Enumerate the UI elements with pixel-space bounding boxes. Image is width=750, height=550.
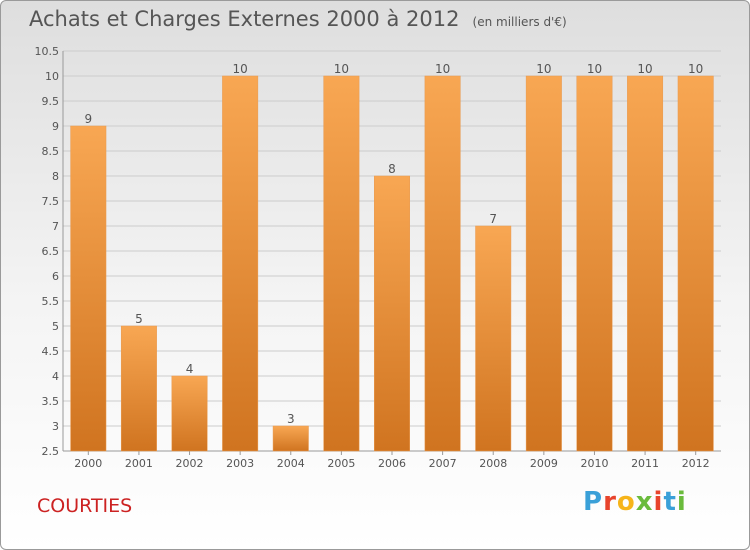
y-tick-label: 3 xyxy=(52,420,59,433)
y-tick-label: 5.5 xyxy=(42,295,60,308)
data-label: 8 xyxy=(388,162,396,176)
y-tick-label: 8 xyxy=(52,170,59,183)
data-label: 10 xyxy=(688,62,703,76)
logo-letter: i xyxy=(676,487,687,517)
x-tick-label: 2008 xyxy=(479,457,507,470)
x-tick-label: 2001 xyxy=(125,457,153,470)
y-tick-label: 7 xyxy=(52,220,59,233)
bar xyxy=(323,75,360,452)
x-tick-label: 2012 xyxy=(682,457,710,470)
bar xyxy=(576,75,613,452)
data-label: 10 xyxy=(233,62,248,76)
x-tick-label: 2010 xyxy=(580,457,608,470)
logo-letter: x xyxy=(635,487,654,517)
bar xyxy=(374,175,410,452)
data-label: 10 xyxy=(435,62,450,76)
bar xyxy=(424,75,461,452)
y-tick-label: 7.5 xyxy=(42,195,60,208)
y-tick-labels: 2.5 3 3.5 4 4.5 5 5.5 6 6.5 7 7.5 8 8.5 9 9.5 10 10.5 xyxy=(35,45,60,458)
data-label: 4 xyxy=(186,362,194,376)
data-label: 10 xyxy=(637,62,652,76)
y-tick-label: 2.5 xyxy=(42,445,60,458)
proxiti-logo: Proxiti xyxy=(583,487,687,517)
y-tick-label: 9.5 xyxy=(42,95,60,108)
y-tick-label: 4 xyxy=(52,370,59,383)
bar xyxy=(475,225,512,452)
bar xyxy=(70,125,107,452)
bar xyxy=(677,75,714,452)
data-label: 5 xyxy=(135,312,143,326)
y-tick-label: 8.5 xyxy=(42,145,60,158)
x-tick-label: 2003 xyxy=(226,457,254,470)
chart-title: Achats et Charges Externes 2000 à 2012 (… xyxy=(29,7,567,31)
logo-letter: r xyxy=(603,487,617,517)
data-label: 9 xyxy=(84,112,92,126)
x-tick-label: 2007 xyxy=(429,457,457,470)
bars xyxy=(70,75,714,452)
y-tick-label: 9 xyxy=(52,120,59,133)
logo-letter: o xyxy=(616,487,636,517)
bar xyxy=(525,75,562,452)
y-tick-label: 5 xyxy=(52,320,59,333)
x-tick-label: 2006 xyxy=(378,457,406,470)
data-labels: 9 5 4 10 3 10 8 10 7 10 10 10 10 xyxy=(84,62,703,426)
y-tick-label: 6 xyxy=(52,270,59,283)
chart-title-main: Achats et Charges Externes 2000 à 2012 xyxy=(29,7,460,31)
y-tick-label: 4.5 xyxy=(42,345,60,358)
x-tick-label: 2005 xyxy=(327,457,355,470)
bar xyxy=(171,375,208,452)
x-tick-label: 2000 xyxy=(74,457,102,470)
bar xyxy=(120,325,157,452)
logo-letter: i xyxy=(653,487,664,517)
x-tick-label: 2004 xyxy=(277,457,305,470)
y-tick-label: 3.5 xyxy=(42,395,60,408)
commune-name: COURTIES xyxy=(37,495,133,517)
chart-title-unit: (en milliers d'€) xyxy=(472,15,567,29)
x-tick-label: 2011 xyxy=(631,457,659,470)
y-tick-label: 10.5 xyxy=(35,45,60,58)
data-label: 10 xyxy=(587,62,602,76)
data-label: 3 xyxy=(287,412,295,426)
x-tick-labels: 2000 2001 2002 2003 2004 2005 2006 2007 2008 2009… xyxy=(74,457,709,470)
y-tick-label: 10 xyxy=(45,70,59,83)
data-label: 10 xyxy=(334,62,349,76)
y-tick-label: 6.5 xyxy=(42,245,60,258)
data-label: 7 xyxy=(489,212,497,226)
bar xyxy=(627,75,664,452)
logo-letter: t xyxy=(663,487,677,517)
x-tick-label: 2009 xyxy=(530,457,558,470)
logo-letter: P xyxy=(583,487,604,517)
data-label: 10 xyxy=(536,62,551,76)
bar xyxy=(272,425,309,452)
x-tick-label: 2002 xyxy=(176,457,204,470)
bar xyxy=(222,75,259,452)
